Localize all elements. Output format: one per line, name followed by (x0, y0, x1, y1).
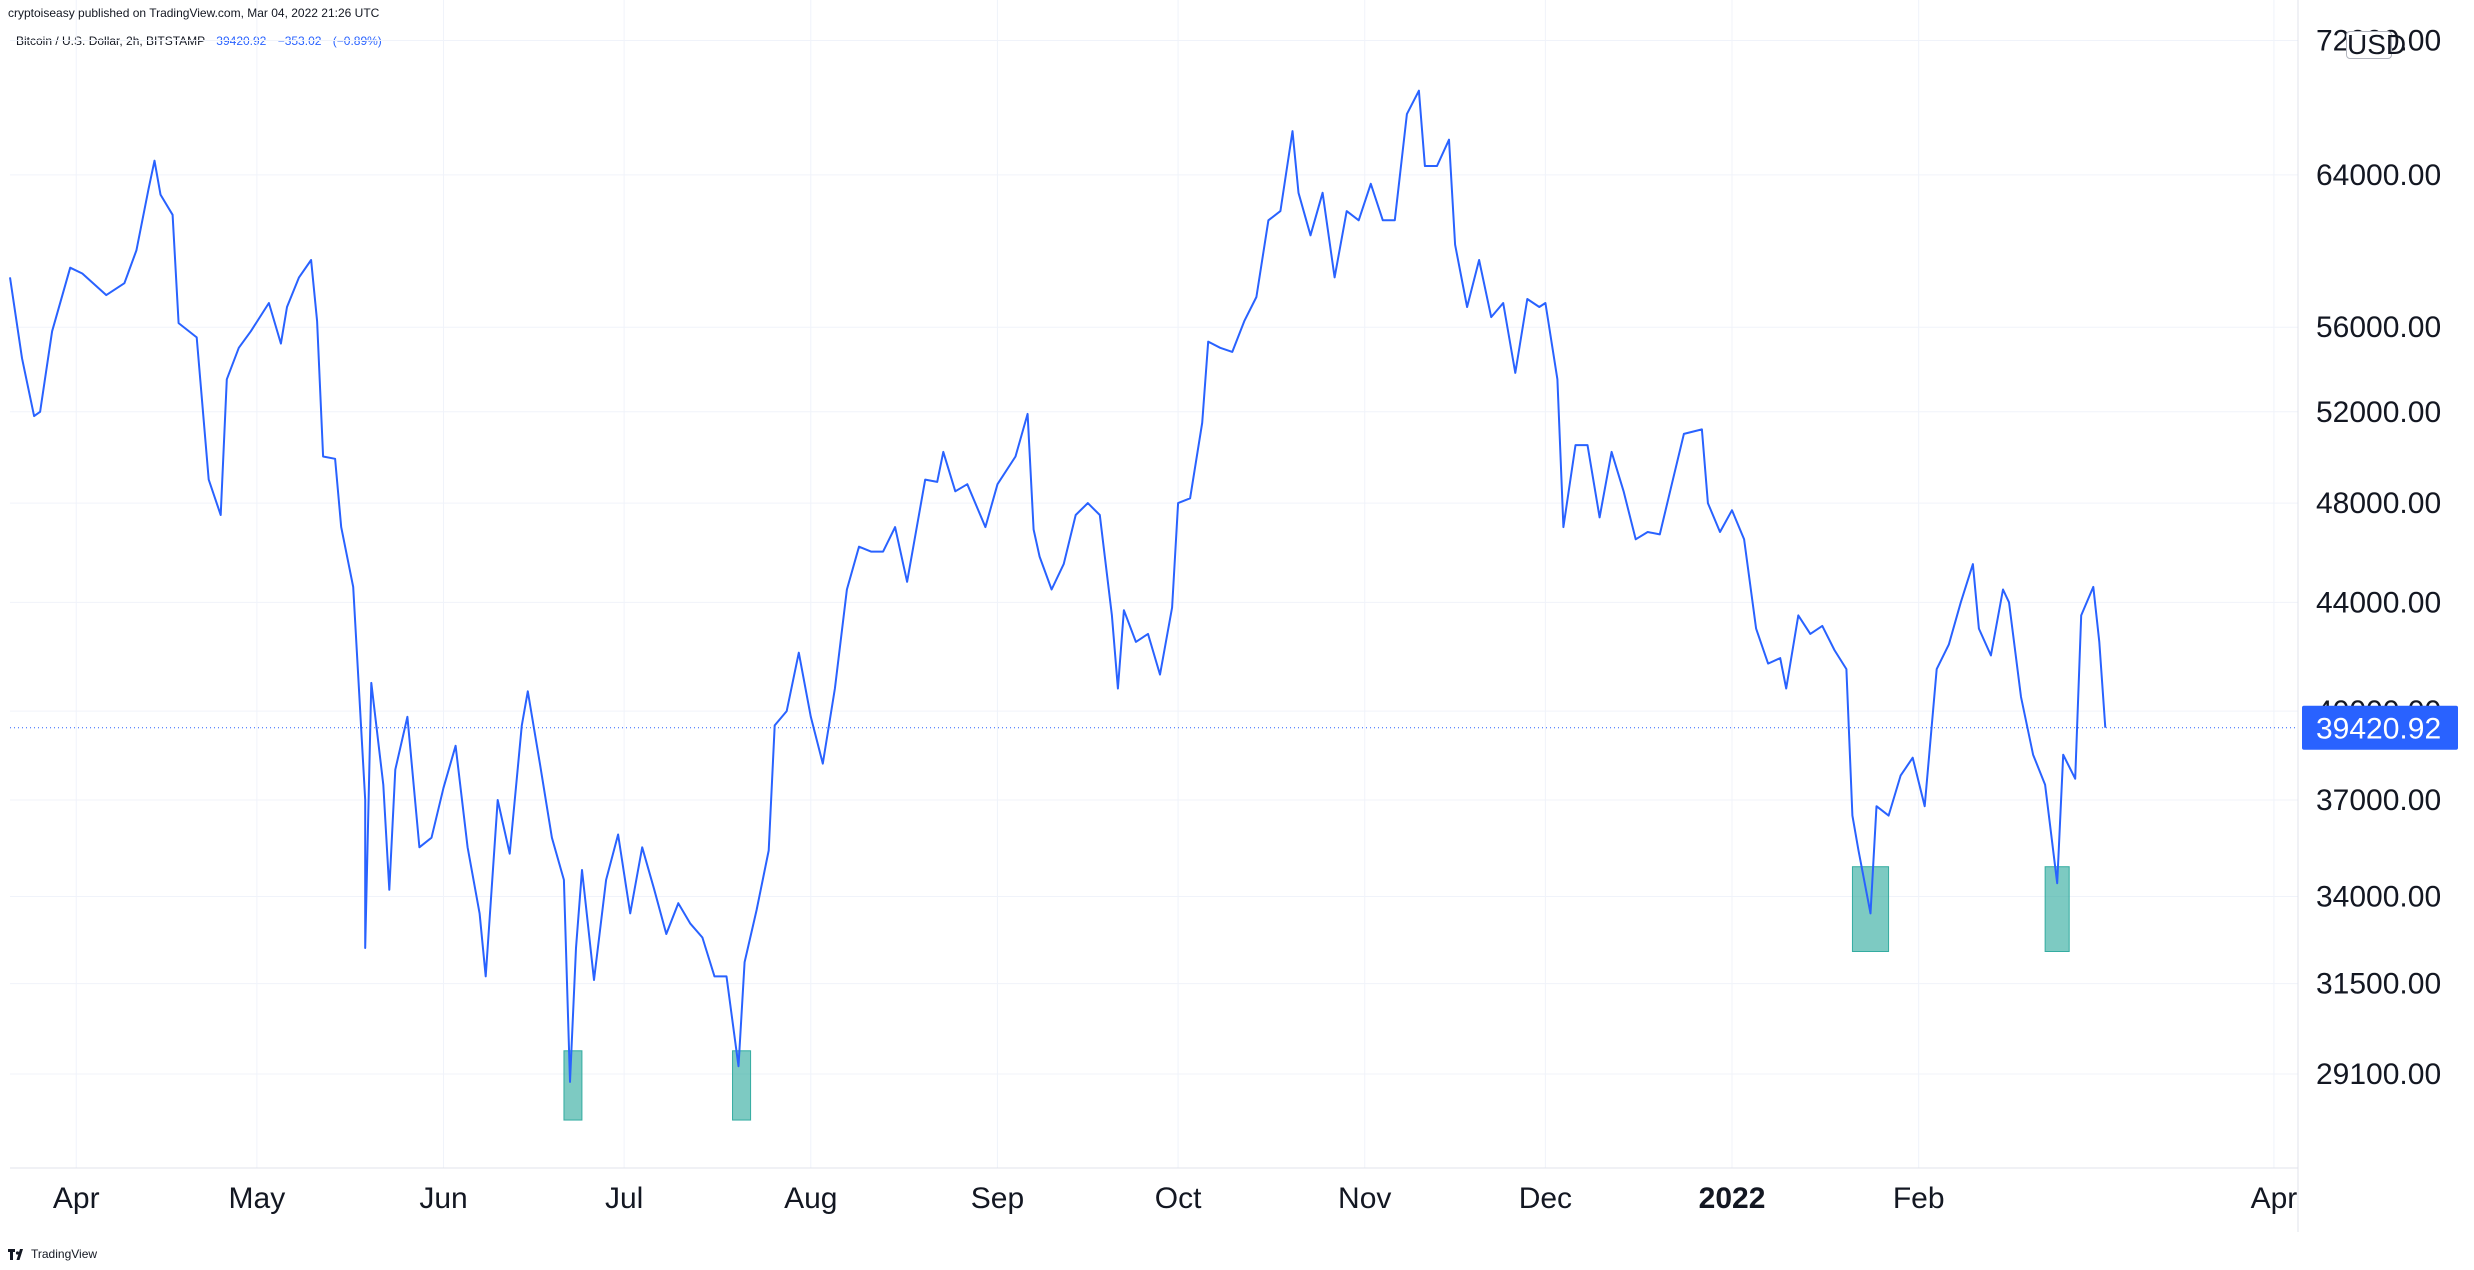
x-tick-label: May (229, 1182, 286, 1215)
tradingview-logo-text: TradingView (31, 1247, 98, 1261)
y-tick-label: 64000.00 (2316, 159, 2441, 192)
x-tick-label: Jun (419, 1182, 467, 1215)
currency-button[interactable]: USD (2346, 29, 2407, 60)
price-axis[interactable] (2298, 0, 2474, 1230)
legend-values: 39420.92 −353.02 (−0.89%) (216, 34, 390, 48)
symbol-legend: Bitcoin / U.S. Dollar, 2h, BITSTAMP 3942… (16, 34, 390, 48)
x-tick-label: Oct (1155, 1182, 1202, 1215)
y-tick-label: 56000.00 (2316, 311, 2441, 344)
last-price-label: 39420.92 (2316, 713, 2441, 746)
highlight-box (563, 1050, 583, 1121)
highlight-box (732, 1050, 752, 1121)
legend-last-price: 39420.92 (216, 34, 267, 48)
y-tick-label: 52000.00 (2316, 396, 2441, 429)
x-tick-label: Aug (784, 1182, 837, 1215)
price-line (9, 89, 2107, 1083)
tradingview-logo: TradingView (8, 1247, 97, 1261)
x-tick-label: Jul (605, 1182, 643, 1215)
y-tick-label: 44000.00 (2316, 586, 2441, 619)
x-tick-label: Apr (53, 1182, 100, 1215)
publisher-credit: cryptoiseasy published on TradingView.co… (8, 6, 380, 20)
y-tick-label: 34000.00 (2316, 881, 2441, 914)
symbol-title: Bitcoin / U.S. Dollar, 2h, BITSTAMP (16, 34, 205, 48)
y-tick-label: 37000.00 (2316, 784, 2441, 817)
tradingview-logo-icon (8, 1248, 23, 1260)
y-tick-label: 48000.00 (2316, 487, 2441, 520)
legend-change: −353.02 (277, 34, 322, 48)
x-tick-label: 2022 (1699, 1182, 1766, 1215)
x-tick-label: Apr (2251, 1182, 2298, 1215)
x-tick-label: Nov (1338, 1182, 1391, 1215)
x-tick-label: Dec (1519, 1182, 1572, 1215)
x-tick-label: Feb (1893, 1182, 1945, 1215)
x-tick-label: Sep (971, 1182, 1024, 1215)
y-tick-label: 31500.00 (2316, 968, 2441, 1001)
legend-change-percent: (−0.89%) (332, 34, 382, 48)
last-price-label-bg (2302, 705, 2458, 750)
y-tick-label: 29100.00 (2316, 1058, 2441, 1091)
